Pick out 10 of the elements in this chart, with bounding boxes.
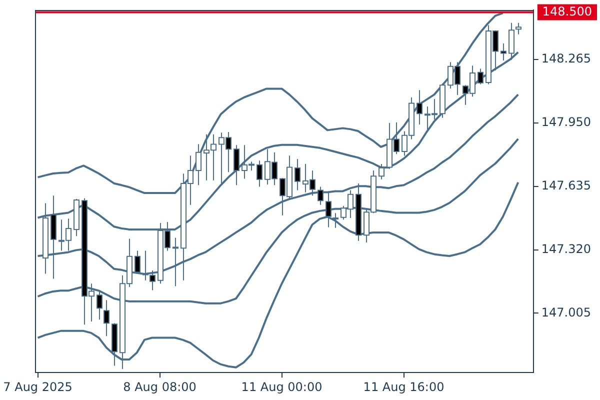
y-tick-label: 148.265 — [541, 52, 591, 66]
x-tick-label: 8 Aug 08:00 — [123, 380, 196, 394]
y-tick-label: 147.320 — [541, 242, 591, 256]
y-tick-label: 147.950 — [541, 115, 591, 130]
ref-line-label: 148.500 — [542, 4, 592, 18]
x-tick-label: 11 Aug 00:00 — [241, 380, 322, 394]
y-tick-label: 147.635 — [541, 178, 591, 192]
x-tick-label: 11 Aug 16:00 — [363, 380, 444, 394]
x-tick-label: 7 Aug 2025 — [3, 380, 72, 394]
y-tick-label: 147.005 — [541, 305, 591, 320]
